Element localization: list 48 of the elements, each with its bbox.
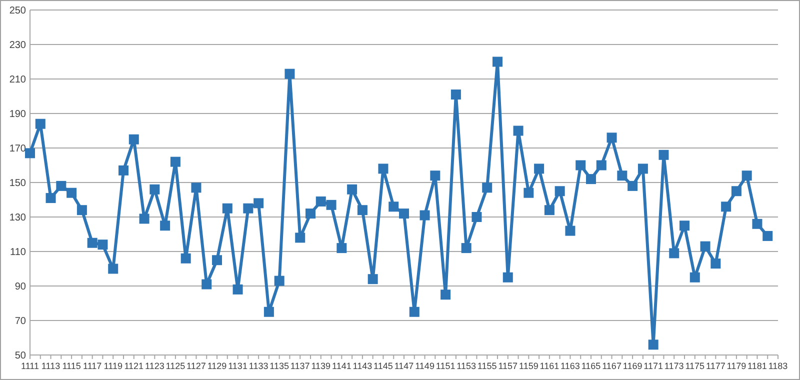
x-tick-label: 1119 [104,361,122,371]
x-tick-label: 1139 [311,361,331,371]
x-tick-label: 1161 [540,361,560,371]
x-tick-label: 1135 [270,361,290,371]
x-tick-label: 1163 [560,361,580,371]
y-tick-label: 250 [9,6,26,16]
x-tick-label: 1115 [62,361,81,371]
x-tick-label: 1151 [436,361,456,371]
x-tick-label: 1167 [602,361,622,371]
y-tick-label: 90 [14,282,26,292]
x-tick-label: 1169 [622,361,642,371]
x-tick-label: 1133 [248,361,268,371]
x-tick-label: 1159 [518,361,538,371]
x-tick-label: 1137 [290,361,310,371]
x-tick-label: 1153 [456,361,476,371]
x-tick-label: 1111 [20,361,40,371]
x-tick-label: 1129 [207,361,227,371]
x-tick-label: 1175 [685,361,705,371]
x-tick-label: 1181 [748,361,767,371]
y-tick-label: 150 [9,178,26,189]
x-tick-label: 1127 [186,361,206,371]
y-tick-label: 70 [14,316,26,327]
x-tick-label: 1155 [477,361,497,371]
x-tick-label: 1143 [352,361,372,371]
y-tick-label: 170 [9,144,26,154]
x-tick-label: 1123 [144,361,164,371]
x-tick-label: 1171 [644,361,664,371]
x-tick-label: 1183 [768,361,788,371]
x-tick-label: 1179 [726,361,746,371]
x-tick-label: 1149 [415,361,434,371]
x-tick-label: 1117 [82,361,102,371]
x-tick-label: 1157 [498,361,518,371]
y-tick-label: 50 [14,350,26,362]
x-tick-label: 1147 [394,361,414,371]
y-tick-label: 230 [9,40,26,51]
x-tick-label: 1145 [374,361,393,371]
x-tick-label: 1141 [332,361,352,371]
x-tick-label: 1173 [664,361,684,371]
y-tick-label: 130 [9,212,26,224]
y-tick-label: 210 [9,74,26,86]
x-tick-label: 1121 [124,361,144,371]
x-tick-label: 1131 [228,361,248,371]
x-tick-label: 1165 [581,361,601,371]
x-tick-label: 1177 [706,361,726,371]
y-tick-label: 190 [9,109,26,120]
y-tick-label: 110 [10,247,26,258]
x-tick-label: 1125 [166,361,186,371]
x-tick-label: 1113 [41,361,60,371]
